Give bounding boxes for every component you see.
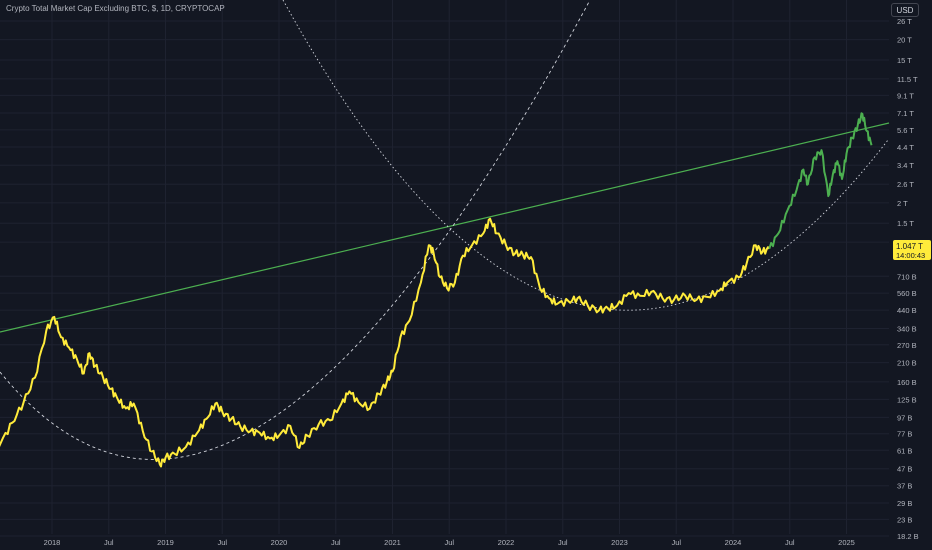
x-tick-label: 2021: [384, 538, 401, 547]
y-tick-label: 270 B: [897, 341, 917, 350]
y-tick-label: 2 T: [897, 199, 908, 208]
last-price-badge: 1.047 T 14:00:43: [893, 240, 931, 260]
x-tick-label: 2022: [498, 538, 515, 547]
price-series: [0, 112, 873, 468]
countdown-timer: 14:00:43: [896, 251, 925, 260]
y-tick-label: 440 B: [897, 306, 917, 315]
x-tick-label: 2019: [157, 538, 174, 547]
y-tick-label: 710 B: [897, 272, 917, 281]
price-line-yellow: [0, 217, 771, 468]
last-price-value: 1.047 T: [896, 242, 923, 251]
y-tick-label: 61 B: [897, 446, 912, 455]
time-axis[interactable]: 2018 Jul 2019 Jul 2020 Jul 2021 Jul 2022 Jul 2023 J…: [44, 538, 855, 547]
y-tick-label: 97 B: [897, 413, 912, 422]
y-tick-label: 20 T: [897, 36, 912, 45]
x-tick-label: Jul: [331, 538, 341, 547]
drawing-overlays: [0, 0, 890, 460]
y-tick-label: 47 B: [897, 465, 912, 474]
y-tick-label: 9.1 T: [897, 91, 914, 100]
y-tick-label: 23 B: [897, 515, 912, 524]
chart-title: Crypto Total Market Cap Excluding BTC, $…: [6, 4, 225, 13]
x-tick-label: 2025: [838, 538, 855, 547]
y-tick-label: 125 B: [897, 395, 917, 404]
price-axis[interactable]: 26 T 20 T 15 T 11.5 T 9.1 T 7.1 T 5.6 T 4.4 T 3.…: [897, 17, 919, 541]
trendline[interactable]: [0, 122, 890, 333]
y-tick-label: 5.6 T: [897, 126, 914, 135]
price-line-green: [768, 112, 873, 250]
currency-button[interactable]: USD: [891, 3, 919, 17]
last-price-badge-box: [893, 240, 931, 260]
y-tick-label: 4.4 T: [897, 143, 914, 152]
y-tick-label: 29 B: [897, 499, 912, 508]
x-tick-label: Jul: [785, 538, 795, 547]
x-tick-label: 2020: [271, 538, 288, 547]
x-tick-label: Jul: [217, 538, 227, 547]
y-tick-label: 3.4 T: [897, 161, 914, 170]
parabolic-curve-left[interactable]: [0, 0, 591, 460]
y-tick-label: 37 B: [897, 482, 912, 491]
y-tick-label: 15 T: [897, 56, 912, 65]
y-tick-label: 340 B: [897, 324, 917, 333]
x-tick-label: Jul: [444, 538, 454, 547]
y-tick-label: 18.2 B: [897, 532, 919, 541]
x-tick-label: 2023: [611, 538, 628, 547]
y-tick-label: 2.6 T: [897, 180, 914, 189]
x-tick-label: Jul: [558, 538, 568, 547]
y-tick-label: 560 B: [897, 289, 917, 298]
y-tick-label: 26 T: [897, 17, 912, 26]
y-tick-label: 11.5 T: [897, 75, 918, 84]
y-tick-label: 7.1 T: [897, 109, 914, 118]
y-tick-label: 160 B: [897, 378, 917, 387]
x-tick-label: Jul: [671, 538, 681, 547]
y-tick-label: 210 B: [897, 359, 917, 368]
y-tick-label: 77 B: [897, 430, 912, 439]
x-tick-label: Jul: [104, 538, 114, 547]
x-tick-label: 2024: [725, 538, 742, 547]
y-tick-label: 1.5 T: [897, 219, 914, 228]
x-tick-label: 2018: [44, 538, 61, 547]
